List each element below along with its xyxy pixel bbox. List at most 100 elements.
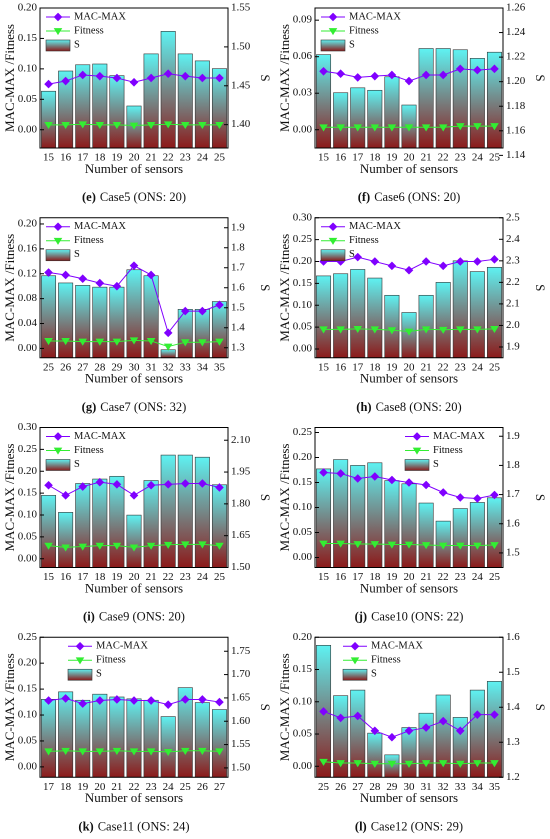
marker: [112, 695, 122, 704]
y2-tick-label: 1.4: [231, 321, 245, 333]
marker: [387, 70, 397, 80]
y-tick-label: 0.00: [18, 123, 38, 135]
marker: [163, 69, 173, 79]
x-tick-label: 34: [472, 781, 484, 793]
marker: [78, 482, 88, 491]
marker: [404, 760, 414, 768]
y-tick-label: 0.25: [18, 443, 38, 455]
y-tick-label: 0.15: [18, 683, 38, 695]
marker: [353, 711, 363, 721]
x-tick-label: 27: [77, 361, 89, 373]
x-tick-label: 31: [146, 361, 157, 373]
marker: [350, 641, 360, 651]
y-tick-label: 0.15: [293, 476, 313, 488]
bar: [126, 514, 142, 568]
plot-frame: [314, 427, 504, 568]
y2-tick-label: 1.5: [506, 666, 520, 678]
caption-panel: (l): [355, 819, 367, 833]
y2-tick-label: 1.3: [231, 341, 245, 353]
marker: [370, 124, 380, 132]
x-tick-label: 26: [60, 361, 72, 373]
bar: [109, 75, 125, 149]
x-tick-label: 23: [146, 781, 158, 793]
y2-tick-label: 1.7: [506, 488, 520, 500]
marker: [490, 542, 499, 550]
marker: [129, 491, 139, 500]
marker: [421, 124, 431, 132]
marker: [53, 447, 63, 455]
marker: [336, 713, 345, 723]
marker: [490, 255, 499, 264]
legend-label: Fitness: [371, 655, 401, 666]
marker: [319, 707, 328, 716]
marker: [387, 124, 397, 132]
marker: [112, 747, 122, 755]
marker: [78, 121, 88, 129]
y-tick-label: 0.06: [293, 50, 313, 62]
marker: [95, 278, 105, 288]
bar: [333, 92, 349, 149]
bar: [211, 709, 227, 778]
caption-panel: (e): [82, 190, 96, 204]
y-axis-label: MAC-MAX /Fitness: [277, 444, 292, 552]
marker: [319, 326, 328, 334]
marker: [455, 493, 465, 502]
caption-panel: (h): [356, 400, 371, 414]
plot-frame: [39, 7, 229, 149]
y-tick-label: 0.16: [18, 242, 38, 254]
bar: [211, 301, 227, 359]
x-tick-label: 15: [43, 571, 55, 583]
y-tick-label: 0.00: [18, 342, 38, 354]
marker: [61, 270, 70, 280]
marker: [370, 71, 380, 81]
plot-frame: [314, 7, 504, 149]
y-tick-label: 0.15: [293, 663, 313, 675]
y2-tick-label: 1.22: [506, 51, 525, 63]
y2-tick-label: 1.6: [506, 517, 520, 529]
x-axis-label: Number of sensors: [85, 371, 183, 386]
x-axis-label: Number of sensors: [85, 161, 183, 176]
x-tick-label: 16: [60, 152, 72, 164]
y-tick-label: 0.10: [18, 62, 38, 74]
legend-swatch: [404, 459, 430, 471]
marker: [198, 695, 207, 704]
marker: [370, 760, 380, 768]
marker: [180, 695, 190, 704]
bar: [41, 495, 57, 568]
y2-tick-label: 2.4: [506, 233, 520, 245]
marker: [421, 326, 431, 334]
x-tick-label: 20: [129, 152, 141, 164]
x-tick-label: 20: [404, 571, 416, 583]
y2-tick-label: 1.50: [231, 561, 251, 573]
x-tick-label: 33: [455, 781, 467, 793]
x-tick-label: 34: [197, 361, 209, 373]
bar: [109, 286, 125, 359]
marker: [95, 338, 105, 346]
y-tick-label: 0.05: [18, 530, 38, 542]
marker: [319, 758, 328, 766]
marker: [198, 479, 207, 488]
marker: [61, 121, 70, 130]
bar: [75, 483, 91, 568]
caption-title: Case9 (ONS: 20): [99, 609, 185, 623]
legend-swatch: [45, 249, 71, 262]
marker: [129, 748, 139, 756]
legend-label: S: [96, 669, 102, 680]
x-tick-label: 24: [197, 571, 209, 583]
y-tick-label: 0.20: [18, 2, 38, 14]
y2-tick-label: 2.10: [231, 434, 251, 446]
legend-label: MAC-MAX: [74, 431, 126, 442]
y-tick-label: 0.30: [293, 211, 313, 223]
marker: [163, 700, 173, 709]
plot-frame: [39, 427, 229, 568]
caption-title: Case8 (ONS: 20): [376, 400, 462, 414]
y-tick-label: 0.05: [18, 734, 38, 746]
bar: [160, 349, 176, 359]
x-tick-label: 23: [180, 152, 192, 164]
y-tick-label: 0.10: [293, 501, 313, 513]
x-tick-label: 22: [163, 571, 174, 583]
marker: [370, 726, 380, 736]
y2-tick-label: 1.20: [506, 75, 526, 87]
x-tick-label: 27: [352, 781, 364, 793]
y2-axis-label: S: [258, 284, 273, 291]
